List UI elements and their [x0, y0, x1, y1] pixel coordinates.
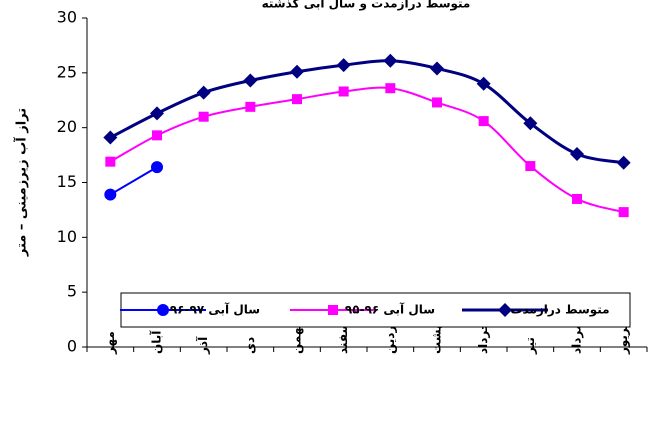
y-tick-label: 25 — [57, 62, 77, 81]
marker — [245, 101, 256, 112]
marker — [478, 116, 489, 127]
x-tick-label: خرداد — [476, 321, 490, 354]
x-tick-label: آبان — [149, 330, 164, 354]
series-line — [109, 166, 158, 196]
y-tick-label: 0 — [67, 337, 77, 356]
y-tick-label: 10 — [57, 227, 77, 246]
marker — [385, 83, 396, 94]
marker — [157, 304, 169, 316]
marker — [618, 207, 629, 218]
marker — [103, 130, 118, 145]
series-line — [109, 59, 624, 165]
y-tick-label: 5 — [67, 282, 77, 301]
series-line — [109, 86, 624, 214]
x-tick-label: دی — [243, 337, 257, 354]
marker — [476, 76, 491, 91]
marker — [338, 86, 349, 97]
x-tick-label: مرداد — [570, 323, 584, 354]
y-tick-label: 30 — [57, 8, 77, 27]
marker — [430, 61, 444, 76]
marker — [383, 53, 398, 68]
marker — [498, 303, 512, 317]
marker — [570, 146, 584, 161]
marker — [152, 130, 162, 141]
marker — [196, 85, 211, 100]
marker — [336, 58, 351, 73]
x-tick-label: مهر — [103, 331, 117, 355]
x-tick-label: آذر — [195, 336, 210, 355]
x-tick-label: بهمن — [290, 323, 304, 354]
marker — [572, 193, 582, 204]
y-axis-label: تراز آب زیرزمینی – متر — [13, 108, 30, 257]
marker — [243, 73, 258, 88]
marker — [523, 116, 538, 131]
legend-label: سال آبی ۹۷-۹۶ — [170, 302, 260, 317]
chart-title: متوسط درازمدت و سال آبی گذشته — [262, 0, 471, 12]
y-tick-label: 20 — [57, 117, 77, 136]
marker — [432, 97, 442, 108]
marker — [328, 305, 338, 315]
marker — [198, 111, 209, 122]
legend-label: متوسط درازمدت — [510, 303, 609, 318]
marker — [292, 94, 302, 105]
y-tick-label: 15 — [57, 172, 77, 191]
x-tick-label: تیر — [523, 337, 537, 355]
marker — [151, 161, 163, 174]
marker — [104, 188, 117, 201]
marker — [290, 64, 304, 79]
legend-label: سال آبی ۹۶-۹۵ — [345, 302, 435, 317]
marker — [525, 161, 536, 172]
marker — [150, 106, 164, 121]
marker — [616, 155, 631, 170]
marker — [105, 156, 116, 167]
